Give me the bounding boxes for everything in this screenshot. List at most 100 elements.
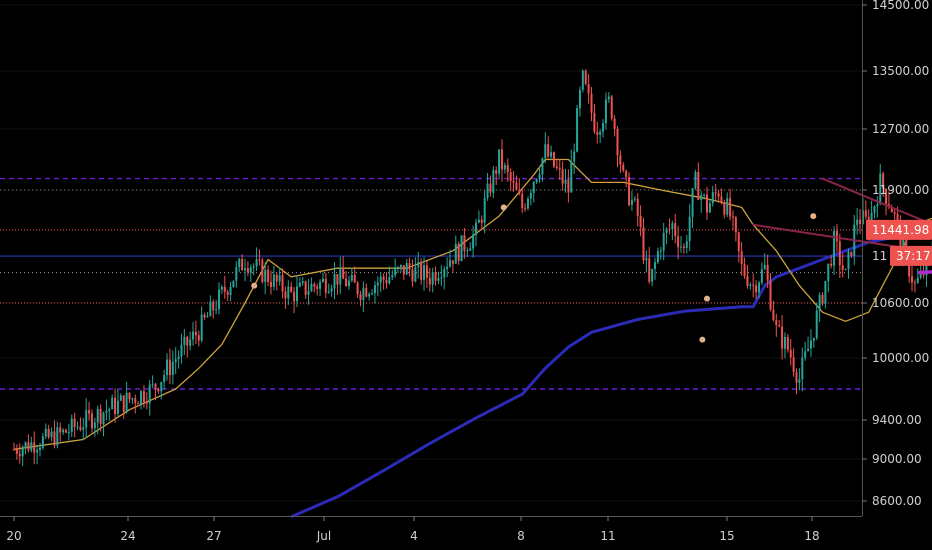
candle-159 — [472, 225, 475, 258]
candle-body-86 — [261, 260, 264, 283]
candle-230 — [677, 226, 680, 260]
candle-108 — [324, 272, 327, 299]
candle-body-285 — [835, 230, 838, 242]
candle-body-53 — [166, 359, 169, 375]
candle-209 — [616, 126, 619, 168]
candle-27 — [90, 409, 93, 433]
candle-15 — [56, 421, 59, 449]
candle-body-113 — [339, 267, 342, 285]
candle-body-172 — [509, 172, 512, 182]
candle-98 — [295, 275, 298, 307]
candle-283 — [830, 255, 833, 269]
candle-248 — [729, 188, 732, 221]
price-axis[interactable]: 14500.00 13500.00 12700.00 11900.00 10600.00… — [862, 0, 929, 508]
candle-148 — [440, 265, 443, 287]
candle-body-173 — [512, 181, 515, 183]
candle-61 — [189, 331, 192, 351]
candle-body-187 — [552, 152, 555, 167]
candle-46 — [145, 392, 148, 410]
candle-55 — [171, 350, 174, 385]
candle-body-60 — [186, 336, 189, 346]
candle-body-3 — [21, 448, 24, 457]
candle-body-302 — [885, 188, 888, 205]
candle-144 — [428, 267, 431, 292]
candle-220 — [648, 246, 651, 284]
candle-body-51 — [160, 382, 163, 392]
candle-274 — [804, 341, 807, 361]
candle-body-194 — [573, 151, 576, 162]
candle-body-226 — [665, 228, 668, 233]
candle-body-179 — [529, 192, 532, 199]
candle-180 — [532, 180, 535, 203]
candle-body-191 — [564, 179, 567, 184]
candle-231 — [680, 235, 683, 253]
candle-211 — [622, 162, 625, 173]
candle-239 — [703, 193, 706, 200]
candle-body-177 — [524, 208, 527, 210]
candle-body-301 — [882, 173, 885, 189]
x-tick-label-0: 20 — [6, 529, 21, 543]
candle-body-62 — [192, 331, 195, 340]
candle-241 — [708, 199, 711, 214]
candle-body-189 — [558, 167, 561, 170]
candle-140 — [417, 251, 420, 279]
candle-11 — [44, 423, 47, 440]
candle-222 — [654, 257, 657, 280]
candle-195 — [576, 104, 579, 153]
candle-body-200 — [590, 93, 593, 113]
candle-body-151 — [449, 260, 452, 267]
candle-270 — [792, 348, 795, 377]
candle-body-21 — [73, 418, 76, 428]
candle-body-65 — [200, 314, 203, 341]
candle-60 — [186, 335, 189, 358]
time-axis[interactable]: 20 24 27 Jul 4 8 11 15 18 — [6, 516, 820, 543]
candle-105 — [316, 283, 319, 296]
candle-body-1 — [15, 449, 18, 454]
candle-204 — [602, 119, 605, 138]
candle-body-185 — [547, 144, 550, 157]
candle-body-63 — [194, 331, 197, 336]
candle-273 — [801, 347, 804, 392]
candle-218 — [642, 217, 645, 264]
candle-275 — [807, 336, 810, 352]
candle-184 — [544, 132, 547, 164]
candle-32 — [105, 399, 108, 421]
candle-body-244 — [717, 193, 720, 197]
candle-2 — [18, 443, 21, 464]
candle-149 — [443, 266, 446, 290]
candle-body-19 — [67, 431, 70, 433]
candle-266 — [781, 315, 784, 360]
candle-256 — [752, 273, 755, 298]
candle-body-265 — [778, 325, 781, 327]
candle-body-92 — [278, 275, 281, 282]
candle-body-119 — [356, 282, 359, 295]
candle-5 — [27, 434, 30, 453]
candle-body-250 — [734, 217, 737, 233]
candle-body-133 — [397, 267, 400, 269]
candle-118 — [353, 266, 356, 283]
candle-body-41 — [131, 398, 134, 400]
candle-205 — [604, 92, 607, 130]
candle-body-17 — [62, 429, 65, 433]
candle-279 — [818, 292, 821, 323]
candle-body-54 — [168, 359, 171, 376]
candle-body-264 — [775, 320, 778, 326]
candle-body-95 — [287, 286, 290, 299]
candle-body-283 — [830, 263, 833, 266]
candle-151 — [449, 249, 452, 268]
candle-body-243 — [714, 192, 717, 194]
candle-body-6 — [30, 442, 33, 451]
candle-body-67 — [206, 316, 209, 318]
candle-body-254 — [746, 276, 749, 286]
candle-115 — [345, 270, 348, 287]
candle-body-104 — [313, 284, 316, 287]
candle-body-239 — [703, 194, 706, 196]
candle-body-49 — [154, 383, 157, 389]
candle-body-216 — [636, 198, 639, 216]
candle-body-292 — [856, 219, 859, 225]
candle-body-288 — [844, 268, 847, 270]
candle-body-99 — [298, 282, 301, 287]
candle-body-270 — [792, 357, 795, 373]
